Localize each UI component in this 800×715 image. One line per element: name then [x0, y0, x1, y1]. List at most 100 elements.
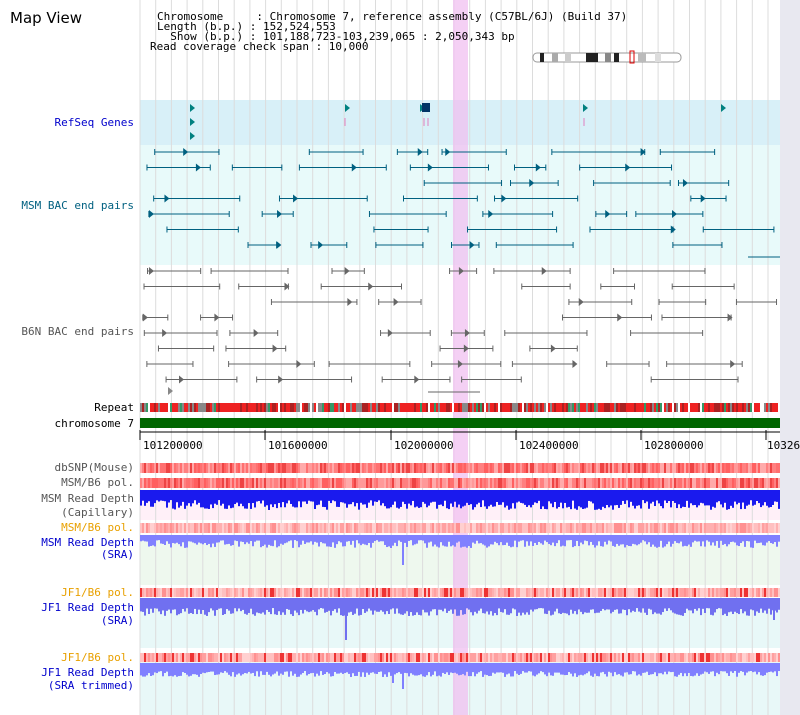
depth-bar — [692, 490, 694, 506]
heat-cell — [414, 523, 416, 533]
heat-cell — [404, 478, 406, 488]
track-label-jf1-b6-pol-2[interactable]: JF1/B6 pol. — [61, 651, 134, 664]
bac-glyph — [195, 163, 201, 172]
depth-bar — [262, 663, 264, 675]
depth-bar — [290, 535, 292, 541]
heat-cell — [454, 588, 456, 597]
repeat-segment — [388, 403, 390, 412]
depth-bar — [300, 490, 302, 508]
depth-bar — [370, 598, 372, 611]
bac-glyph — [278, 375, 284, 384]
heat-cell — [242, 588, 244, 597]
heat-cell — [300, 463, 302, 473]
depth-bar — [694, 535, 696, 541]
depth-bar — [656, 598, 658, 614]
heat-cell — [708, 478, 710, 488]
heat-cell — [678, 588, 680, 597]
heat-cell — [292, 588, 294, 597]
depth-bar — [356, 663, 358, 676]
track-label-msm-b6-pol-2[interactable]: MSM/B6 pol. — [61, 521, 134, 534]
track-label-jf1-depth-sra[interactable]: JF1 Read Depth — [41, 601, 134, 614]
depth-bar — [174, 490, 176, 510]
depth-bar — [298, 490, 300, 502]
heat-cell — [770, 478, 772, 488]
heat-cell — [146, 463, 148, 473]
repeat-segment — [156, 403, 158, 412]
heat-cell — [446, 463, 448, 473]
heat-cell — [226, 588, 228, 597]
track-label-msm-depth-sra[interactable]: MSM Read Depth — [41, 536, 134, 549]
depth-bar — [302, 535, 304, 541]
track-label-dbsnp[interactable]: dbSNP(Mouse) — [54, 461, 134, 474]
heat-cell — [336, 653, 338, 662]
heat-cell — [142, 523, 144, 533]
heat-cell — [166, 463, 168, 473]
heat-cell — [602, 523, 604, 533]
depth-bar — [752, 490, 754, 506]
heat-cell — [396, 478, 398, 488]
heat-cell — [748, 588, 750, 597]
depth-bar — [226, 490, 228, 509]
heat-cell — [740, 463, 742, 473]
depth-bar — [526, 598, 528, 613]
track-label-b6n-bac[interactable]: B6N BAC end pairs — [21, 325, 134, 338]
depth-bar — [370, 663, 372, 673]
depth-bar — [490, 598, 492, 612]
depth-bar — [584, 598, 586, 613]
heat-cell — [182, 653, 184, 662]
depth-bar — [680, 663, 682, 673]
heat-cell — [338, 523, 340, 533]
depth-bar — [240, 663, 242, 676]
depth-bar — [718, 490, 720, 502]
depth-bar — [692, 663, 694, 677]
heat-cell — [478, 463, 480, 473]
heat-cell — [576, 653, 578, 662]
repeat-segment — [466, 403, 468, 412]
track-label-msm-depth-cap[interactable]: MSM Read Depth — [41, 492, 134, 505]
heat-cell — [228, 478, 230, 488]
depth-bar — [468, 663, 470, 677]
track-label-refseq[interactable]: RefSeq Genes — [54, 116, 134, 129]
depth-bar — [146, 490, 148, 503]
repeat-segment — [570, 403, 572, 412]
heat-cell — [142, 653, 144, 662]
depth-bar — [378, 663, 380, 672]
depth-bar — [406, 490, 408, 509]
depth-bar — [698, 490, 700, 506]
heat-cell — [358, 478, 360, 488]
heat-cell — [672, 463, 674, 473]
depth-bar — [698, 663, 700, 676]
depth-bar — [736, 535, 738, 546]
depth-bar — [718, 663, 720, 675]
jf1-b6-pol-strip-2 — [140, 653, 780, 662]
track-label-msm-b6-pol-1[interactable]: MSM/B6 pol. — [61, 476, 134, 489]
heat-cell — [750, 463, 752, 473]
heat-cell — [604, 463, 606, 473]
heat-cell — [556, 653, 558, 662]
track-label-jf1-b6-pol-1[interactable]: JF1/B6 pol. — [61, 586, 134, 599]
repeat-segment — [722, 403, 724, 412]
heat-cell — [348, 463, 350, 473]
repeat-segment — [728, 403, 730, 412]
depth-bar — [416, 663, 418, 676]
repeat-segment — [142, 403, 144, 412]
track-label-repeat[interactable]: Repeat — [94, 401, 134, 414]
heat-cell — [404, 588, 406, 597]
depth-bar — [552, 490, 554, 508]
heat-cell — [422, 653, 424, 662]
depth-bar — [664, 535, 666, 547]
track-label-msm-bac[interactable]: MSM BAC end pairs — [21, 199, 134, 212]
heat-cell — [364, 463, 366, 473]
heat-cell — [386, 588, 388, 597]
heat-cell — [572, 653, 574, 662]
heat-cell — [228, 523, 230, 533]
bac-glyph — [347, 298, 353, 306]
repeat-segment — [534, 403, 536, 412]
depth-bar — [242, 598, 244, 610]
heat-cell — [638, 523, 640, 533]
repeat-segment — [468, 403, 470, 412]
track-label-jf1-depth-trim[interactable]: JF1 Read Depth — [41, 666, 134, 679]
repeat-segment — [228, 403, 230, 412]
heat-cell — [400, 588, 402, 597]
